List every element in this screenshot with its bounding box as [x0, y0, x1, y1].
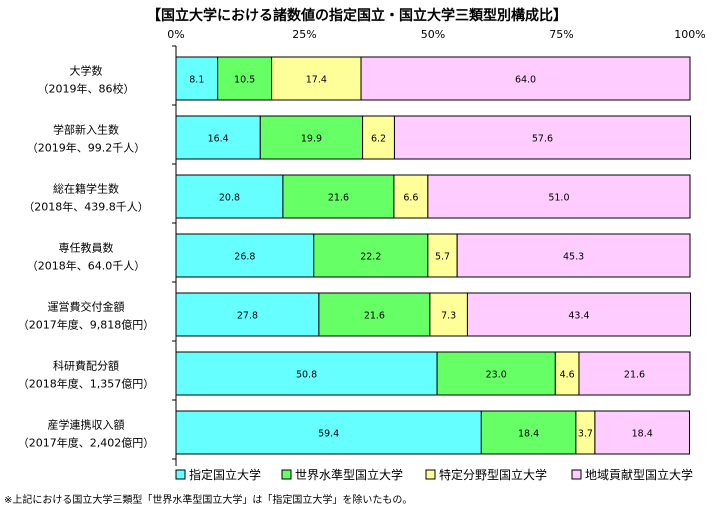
data-label: 19.9	[301, 134, 322, 145]
data-label: 18.4	[632, 429, 653, 440]
data-label: 22.2	[360, 252, 381, 263]
legend-swatch	[175, 469, 186, 480]
legend: 指定国立大学 世界水準型国立大学 特定分野型国立大学 地域貢献型国立大学	[175, 467, 693, 482]
legend-swatch	[425, 469, 436, 480]
bar-segment	[313, 233, 429, 278]
data-label: 10.5	[234, 75, 255, 86]
chart-title: 【国立大学における諸数値の指定国立・国立大学三類型別構成比】	[147, 7, 567, 24]
bar-segment	[175, 292, 320, 337]
data-label: 57.6	[532, 134, 553, 145]
bar-segment	[393, 174, 429, 219]
bar-segment	[393, 115, 692, 160]
footnote: ※上記における国立大学三類型「世界水準型国立大学」は「指定国立大学」を除いたもの…	[4, 493, 412, 506]
category-sublabel: （2019年、99.2千人）	[27, 141, 146, 155]
x-tick-label: 25%	[292, 28, 316, 41]
data-label: 45.3	[563, 252, 584, 263]
data-label: 59.4	[318, 429, 339, 440]
legend-label: 指定国立大学	[189, 467, 261, 482]
bar-segment	[175, 410, 482, 455]
data-label: 27.8	[237, 311, 258, 322]
bar-segment	[578, 351, 691, 396]
data-label: 6.2	[371, 134, 386, 145]
bar-segment	[318, 292, 431, 337]
category-label: 総在籍学生数	[53, 182, 119, 196]
bar-segment	[217, 56, 273, 101]
category-sublabel: （2018年度、1,357億円）	[18, 377, 154, 391]
legend-swatch	[281, 469, 292, 480]
category-label: 科研費配分額	[53, 359, 119, 373]
legend-label: 特定分野型国立大学	[439, 467, 547, 482]
category-label: 大学数	[70, 64, 103, 78]
legend-label: 地域貢献型国立大学	[585, 467, 693, 482]
bar-segment	[271, 56, 362, 101]
x-tick-label: 0%	[167, 28, 184, 41]
data-label: 21.6	[624, 370, 645, 381]
category-sublabel: （2017年度、2,402億円）	[18, 436, 154, 450]
bar-segment	[175, 115, 261, 160]
data-label: 5.7	[435, 252, 450, 263]
x-tick-label: 100%	[674, 28, 705, 41]
bar-segment	[456, 233, 691, 278]
bar-rows: 大学数 （2019年、86校） 8.1 10.5 17.4 64.0 学部新入生数 （2019…	[18, 56, 692, 455]
category-sublabel: （2018年、64.0千人）	[27, 259, 146, 273]
category-label: 産学連携収入額	[48, 418, 125, 432]
bar-segment	[175, 174, 284, 219]
data-label: 20.8	[219, 193, 240, 204]
data-label: 4.6	[560, 370, 575, 381]
data-label: 50.8	[296, 370, 317, 381]
bar-segment	[282, 174, 395, 219]
bar-segment	[175, 233, 315, 278]
bar-segment	[427, 174, 691, 219]
bar-segment	[427, 233, 458, 278]
x-tick-label: 50%	[421, 28, 445, 41]
data-label: 3.7	[578, 429, 593, 440]
bar-segment	[594, 410, 690, 455]
data-label: 64.0	[515, 75, 536, 86]
bar-segment	[429, 292, 468, 337]
category-sublabel: （2017年度、9,818億円）	[18, 318, 154, 332]
data-label: 17.4	[306, 75, 327, 86]
category-label: 専任教員数	[59, 242, 114, 255]
data-label: 51.0	[548, 193, 569, 204]
category-sublabel: （2018年、439.8千人）	[23, 200, 149, 214]
data-label: 23.0	[486, 370, 507, 381]
data-label: 21.6	[328, 193, 349, 204]
data-label: 16.4	[208, 134, 229, 145]
legend-swatch	[571, 469, 582, 480]
category-label: 学部新入生数	[53, 123, 119, 137]
bar-segment	[259, 115, 364, 160]
x-tick-label: 75%	[549, 28, 573, 41]
bar-segment	[466, 292, 692, 337]
category-sublabel: （2019年、86校）	[38, 82, 135, 96]
y-axis	[172, 45, 177, 466]
bar-segment	[362, 115, 395, 160]
data-label: 18.4	[518, 429, 539, 440]
data-label: 7.3	[441, 311, 456, 322]
x-axis-ticks: 0% 25% 50% 75% 100%	[167, 28, 705, 41]
data-label: 21.6	[364, 311, 385, 322]
category-label: 運営費交付金額	[48, 300, 125, 314]
legend-label: 世界水準型国立大学	[295, 467, 403, 482]
data-label: 26.8	[234, 252, 255, 263]
data-label: 8.1	[189, 75, 204, 86]
data-label: 43.4	[568, 311, 589, 322]
bar-segment	[175, 351, 438, 396]
data-label: 6.6	[403, 193, 418, 204]
bar-segment	[436, 351, 556, 396]
bar-segment	[360, 56, 691, 101]
